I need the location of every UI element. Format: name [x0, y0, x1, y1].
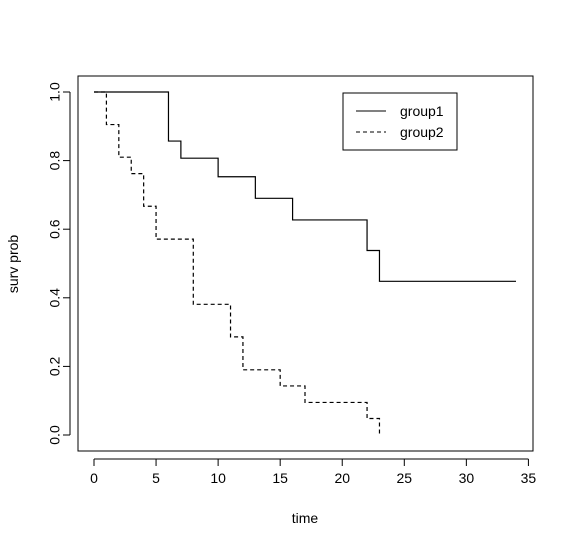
y-tick-label: 0.6: [47, 219, 63, 239]
series-line-group1: [94, 91, 516, 282]
legend-label-group1: group1: [400, 103, 444, 119]
y-tick-label: 0.4: [47, 288, 63, 308]
plot-frame: [77, 75, 534, 452]
y-tick-label: 0.2: [47, 356, 63, 376]
legend-label-group2: group2: [400, 124, 444, 140]
x-tick-label: 0: [90, 470, 98, 486]
x-tick-label: 5: [152, 470, 160, 486]
x-tick-label: 25: [397, 470, 413, 486]
x-tick-label: 30: [459, 470, 475, 486]
x-axis: 0 5 10 15 20 25 30 35: [90, 458, 537, 486]
x-tick-label: 10: [210, 470, 226, 486]
x-tick-label: 20: [334, 470, 350, 486]
x-tick-label: 15: [272, 470, 288, 486]
x-tick-label: 35: [521, 470, 537, 486]
y-tick-label: 1.0: [47, 82, 63, 102]
legend: group1 group2: [342, 92, 458, 151]
y-axis-label: surv prob: [5, 235, 21, 294]
y-tick-label: 0.8: [47, 151, 63, 171]
y-axis: 0.0 0.2 0.4 0.6 0.8 1.0: [47, 82, 71, 445]
series-line-group2: [94, 91, 381, 435]
series-layer: [94, 91, 516, 435]
x-axis-label: time: [292, 510, 319, 526]
legend-box: [342, 92, 458, 151]
y-tick-label: 0.0: [47, 425, 63, 445]
